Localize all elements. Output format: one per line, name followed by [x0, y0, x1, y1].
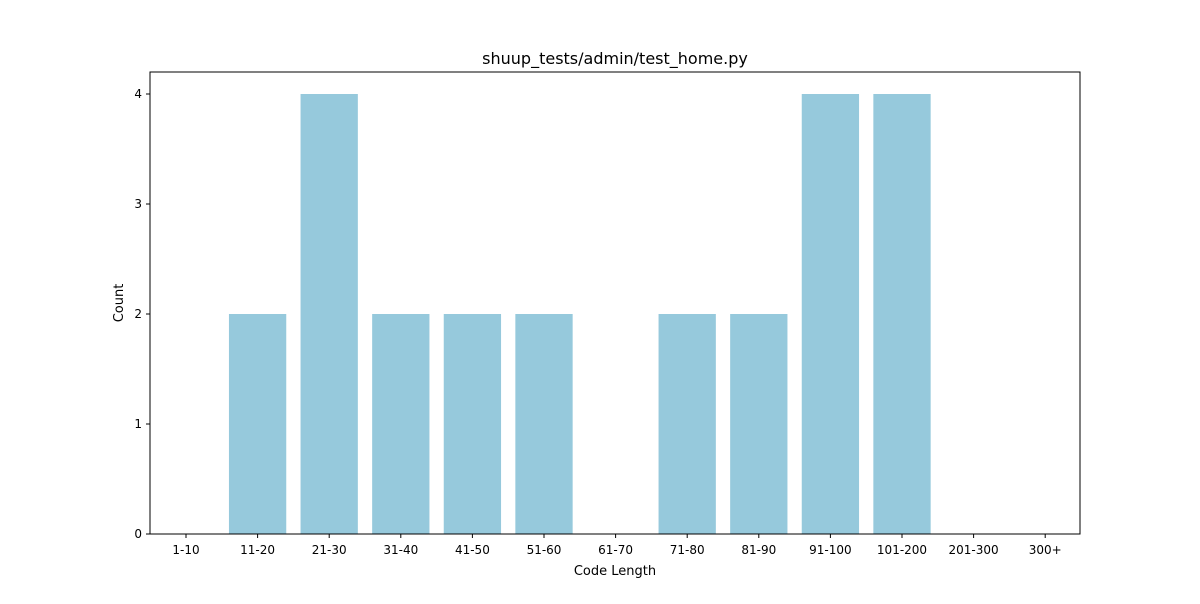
x-tick-label: 71-80: [670, 543, 705, 557]
y-tick-label: 4: [134, 87, 142, 101]
bar-31-40: [372, 314, 430, 534]
y-axis-ticks: 0 1 2 3 4: [134, 87, 150, 541]
bar-71-80: [658, 314, 716, 534]
y-tick-label: 0: [134, 527, 142, 541]
chart-title: shuup_tests/admin/test_home.py: [482, 49, 748, 69]
x-tick-label: 91-100: [809, 543, 852, 557]
plot-frame: [149, 71, 1081, 535]
x-tick-label: 51-60: [527, 543, 562, 557]
x-tick-label: 300+: [1029, 543, 1062, 557]
y-axis-label: Count: [112, 284, 127, 323]
bar-101-200: [873, 94, 931, 534]
bar-11-20: [228, 314, 287, 534]
x-tick-label: 11-20: [240, 543, 275, 557]
y-tick-label: 2: [134, 307, 142, 321]
x-tick-label: 41-50: [455, 543, 490, 557]
bars-layer: [228, 94, 931, 534]
bar-51-60: [515, 314, 573, 534]
x-tick-label: 81-90: [741, 543, 776, 557]
x-tick-label: 1-10: [172, 543, 199, 557]
x-tick-label: 21-30: [312, 543, 347, 557]
x-tick-label: 201-300: [949, 543, 999, 557]
y-tick-label: 3: [134, 197, 142, 211]
bar-21-30: [300, 94, 358, 534]
x-tick-label: 31-40: [383, 543, 418, 557]
x-tick-label: 61-70: [598, 543, 633, 557]
x-axis-label: Code Length: [574, 564, 656, 579]
x-axis-ticks: 1-10 11-20 21-30 31-40 41-50 51-60 61-70 71-80 8…: [172, 534, 1062, 557]
bar-41-50: [443, 314, 502, 534]
bar-81-90: [730, 314, 788, 534]
bar-91-100: [801, 94, 860, 534]
x-tick-label: 101-200: [877, 543, 927, 557]
y-tick-label: 1: [134, 417, 142, 431]
